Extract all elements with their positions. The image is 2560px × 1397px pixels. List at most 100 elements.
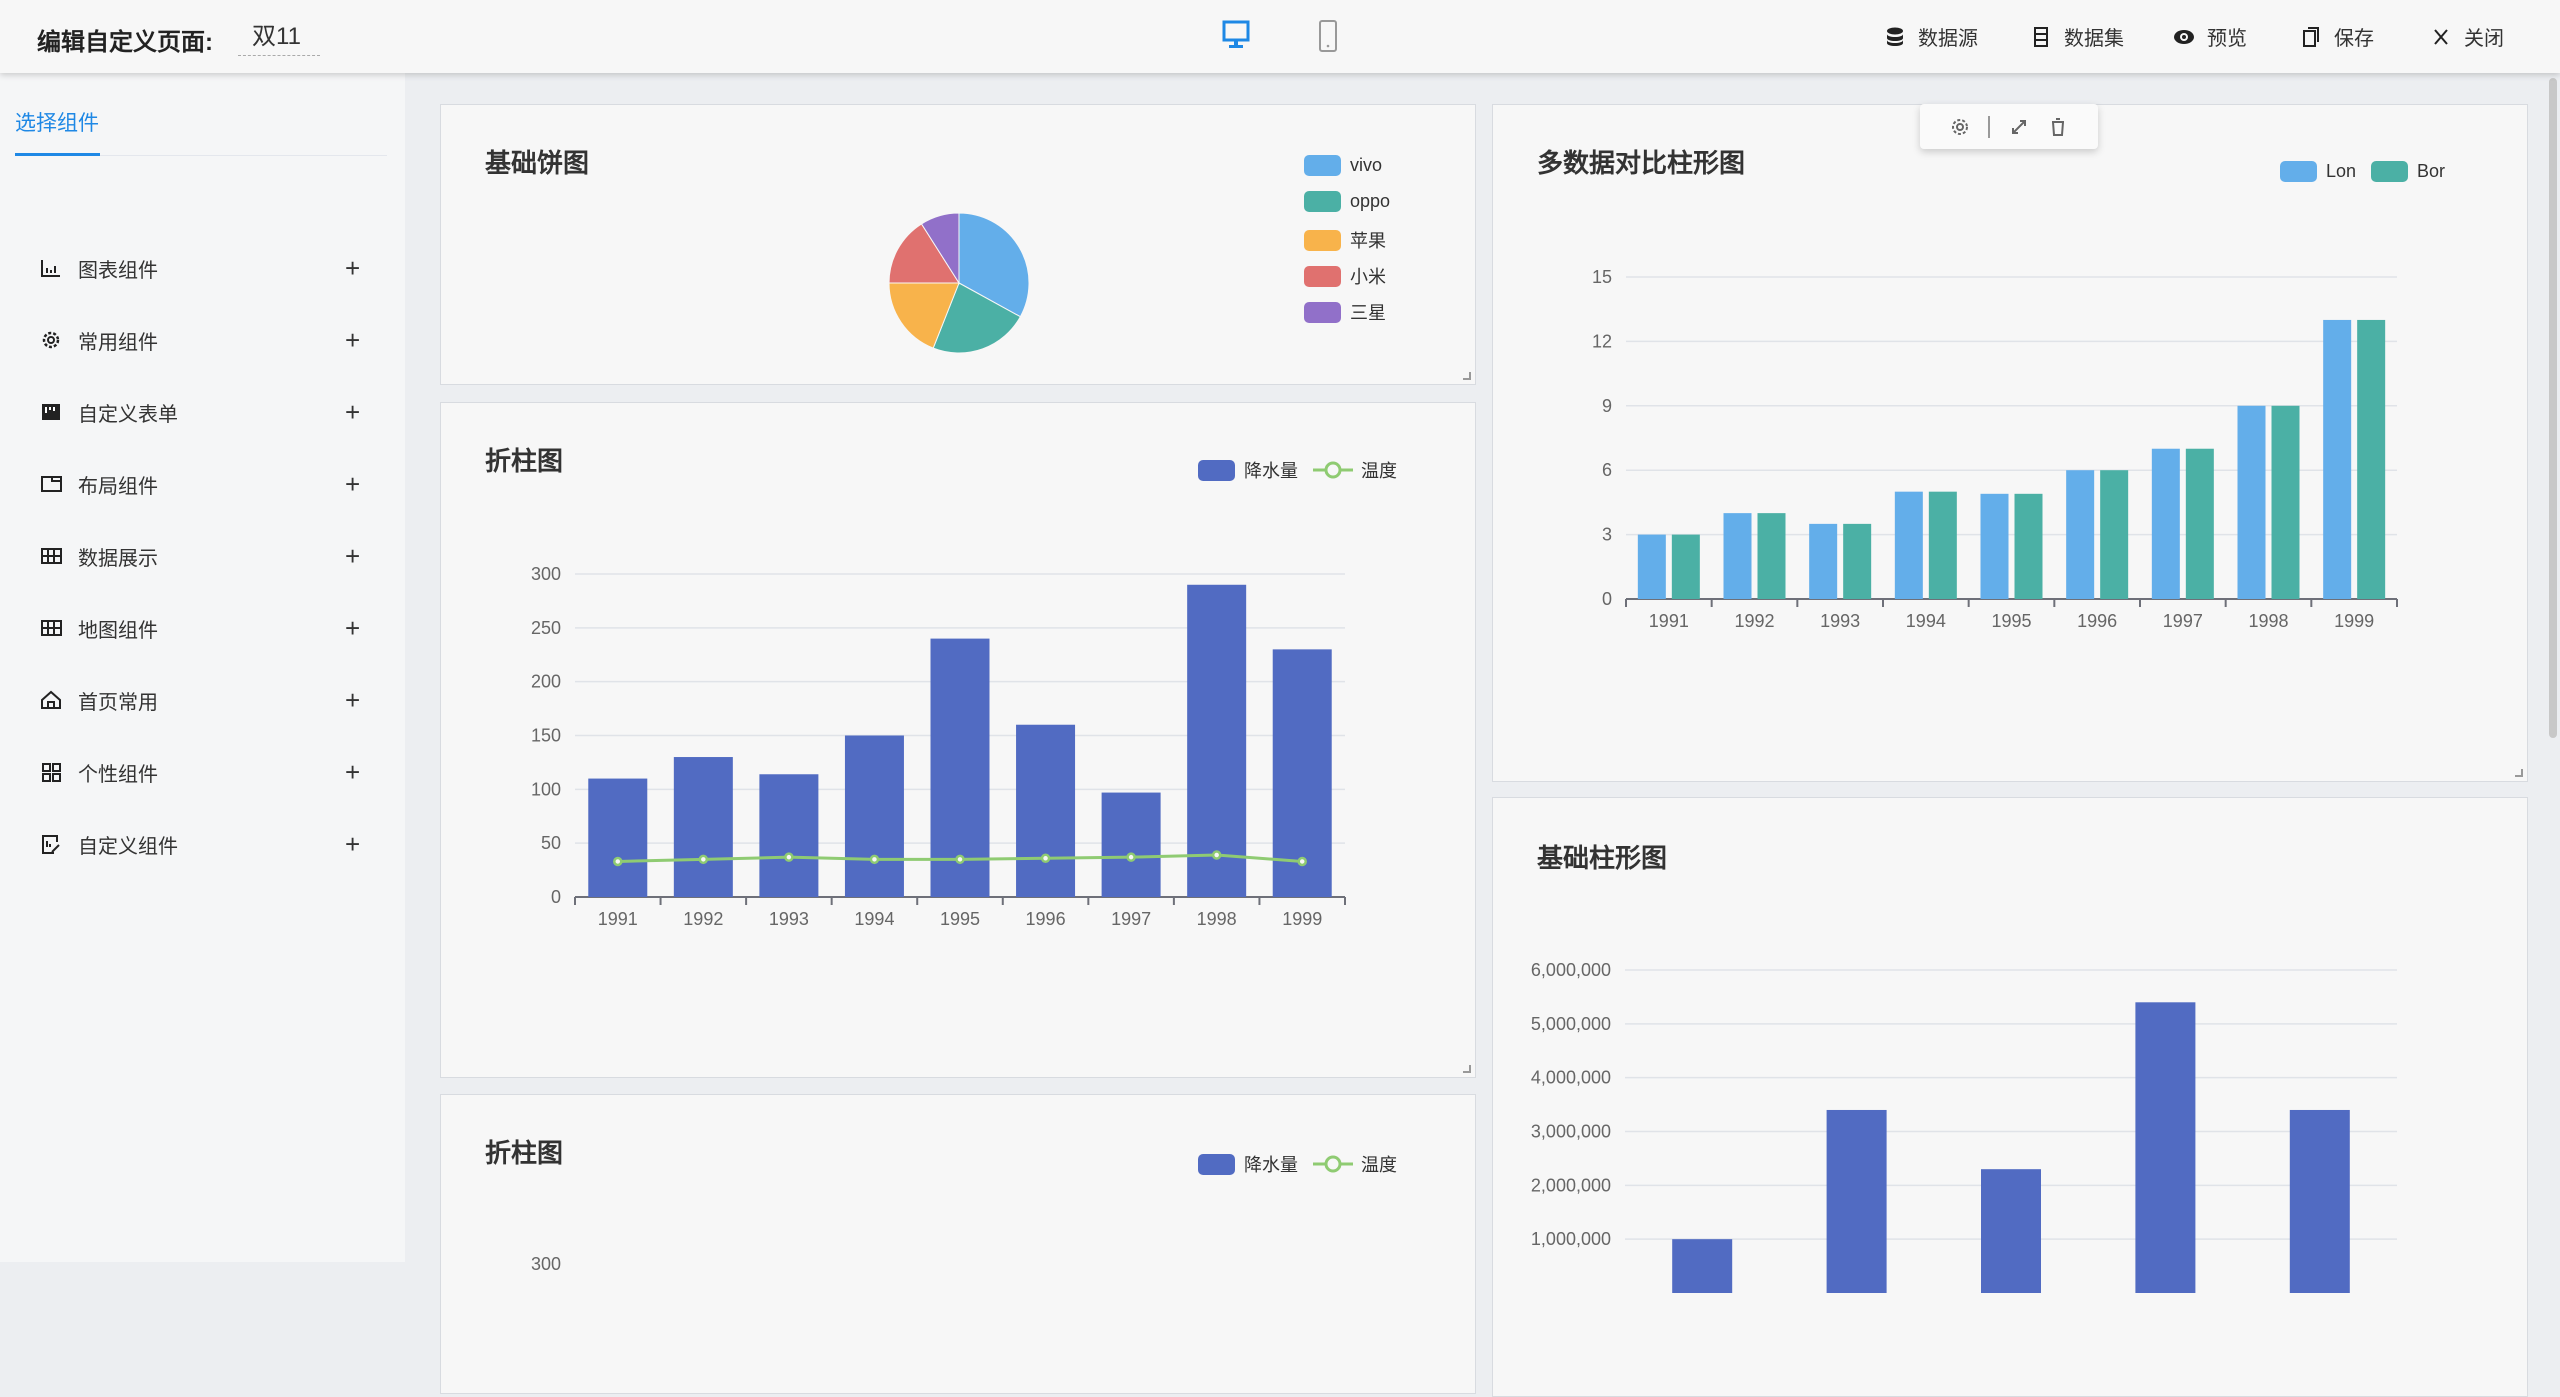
bar-lon xyxy=(2066,470,2095,599)
card-toolbar xyxy=(1920,104,2098,149)
plus-icon[interactable]: + xyxy=(345,252,361,283)
card-title: 折柱图 xyxy=(485,1138,564,1168)
preview-button[interactable]: 预览 xyxy=(2173,22,2247,51)
expand-icon[interactable] xyxy=(2008,116,2030,138)
table-icon xyxy=(41,548,62,564)
basic-bar-chart-card[interactable]: 基础柱形图 1,000,000 2,000,000 3,000,000 4,000,0… xyxy=(1492,797,2528,1397)
legend-item[interactable]: vivo xyxy=(1304,155,1382,176)
bar-bor xyxy=(1843,523,1872,599)
bar-lon xyxy=(2237,405,2266,599)
save-button[interactable]: 保存 xyxy=(2300,22,2374,51)
multi-bar-chart-card[interactable]: 多数据对比柱形图 Lon Bor 0 3 6 9 12 15 1991 1992 1993 199… xyxy=(1492,104,2528,782)
bar xyxy=(844,735,904,897)
x-tick-label: 1992 xyxy=(683,909,723,929)
legend-label: Bor xyxy=(2417,161,2446,181)
legend-swatch xyxy=(2280,161,2317,182)
x-tick-label: 1996 xyxy=(2077,611,2117,631)
legend-bor[interactable]: Bor xyxy=(2371,161,2445,182)
legend-line[interactable]: 温度 xyxy=(1313,1151,1397,1177)
plus-icon[interactable]: + xyxy=(345,324,361,355)
y-tick-label: 1,000,000 xyxy=(1531,1229,1611,1249)
sidebar-item[interactable]: 自定义组件 + xyxy=(0,819,405,869)
legend-item[interactable]: 小米 xyxy=(1304,263,1386,289)
sidebar-item[interactable]: 数据展示 + xyxy=(0,531,405,581)
legend-label: oppo xyxy=(1350,191,1391,211)
card-title: 基础饼图 xyxy=(485,148,590,178)
bar-lon xyxy=(1894,491,1923,599)
page-title: 编辑自定义页面: xyxy=(37,29,213,56)
sidebar-item[interactable]: 地图组件 + xyxy=(0,603,405,653)
sidebar-item[interactable]: 首页常用 + xyxy=(0,675,405,725)
tab-select-component[interactable]: 选择组件 xyxy=(15,112,99,135)
resize-handle[interactable] xyxy=(1463,372,1471,380)
close-button[interactable]: 关闭 xyxy=(2430,22,2504,51)
card-title: 基础柱形图 xyxy=(1537,843,1668,873)
sidebar-item[interactable]: 布局组件 + xyxy=(0,459,405,509)
x-tick-label: 1993 xyxy=(1820,611,1860,631)
plus-icon[interactable]: + xyxy=(345,612,361,643)
pie-slice xyxy=(888,223,960,284)
pie-chart-card[interactable]: 基础饼图 vivo oppo 苹果小米三星 xyxy=(440,104,1476,385)
legend-label: 小米 xyxy=(1350,267,1386,287)
sidebar-item-label: 地图组件 xyxy=(78,619,158,642)
x-tick-label: 1997 xyxy=(1111,909,1151,929)
sidebar-item[interactable]: 常用组件 + xyxy=(0,315,405,365)
legend-lon[interactable]: Lon xyxy=(2280,161,2356,182)
x-tick-label: 1998 xyxy=(2248,611,2288,631)
page-name-input[interactable]: 双11 xyxy=(238,20,320,56)
sidebar-item[interactable]: 自定义表单 + xyxy=(0,387,405,437)
bar xyxy=(2135,1002,2196,1293)
legend-item[interactable]: oppo xyxy=(1304,191,1390,212)
y-tick-label: 0 xyxy=(1602,589,1612,609)
line-bar-chart-card-2[interactable]: 折柱图 降水量 温度 300 xyxy=(440,1094,1476,1394)
resize-handle[interactable] xyxy=(1463,1065,1471,1073)
plus-icon[interactable]: + xyxy=(345,396,361,427)
x-tick-label: 1995 xyxy=(940,909,980,929)
bar-lon xyxy=(1637,534,1666,599)
line-point xyxy=(1040,853,1051,863)
mobile-icon[interactable] xyxy=(1318,20,1338,57)
sidebar-item[interactable]: 图表组件 + xyxy=(0,243,405,293)
scrollbar[interactable] xyxy=(2549,78,2557,738)
legend-label: 温度 xyxy=(1361,461,1397,481)
legend-bar[interactable]: 降水量 xyxy=(1198,457,1298,483)
plus-icon[interactable]: + xyxy=(345,468,361,499)
dataset-button[interactable]: 数据集 xyxy=(2030,22,2124,51)
bar xyxy=(588,778,648,897)
legend-bar[interactable]: 降水量 xyxy=(1198,1151,1298,1177)
y-tick-label: 9 xyxy=(1602,396,1612,416)
legend-swatch xyxy=(1198,1153,1235,1175)
legend-line[interactable]: 温度 xyxy=(1313,457,1397,483)
gear-icon xyxy=(42,331,60,349)
bar xyxy=(2289,1109,2350,1293)
y-tick-label: 5,000,000 xyxy=(1531,1014,1611,1034)
settings-icon[interactable] xyxy=(1949,116,1971,138)
action-label: 预览 xyxy=(2207,28,2247,50)
sidebar-item[interactable]: 个性组件 + xyxy=(0,747,405,797)
tab-divider xyxy=(15,155,387,156)
legend-item[interactable]: 三星 xyxy=(1304,299,1386,325)
y-tick-label: 50 xyxy=(541,833,561,853)
legend-item[interactable]: 苹果 xyxy=(1304,227,1386,253)
component-sidebar: 选择组件 图表组件 + 常用组件 + 自定义表单 + 布局组件 + 数据展示 + 地图组件 + 首页常用… xyxy=(0,73,405,1262)
plus-icon[interactable]: + xyxy=(345,756,361,787)
plus-icon[interactable]: + xyxy=(345,540,361,571)
x-tick-label: 1999 xyxy=(1282,909,1322,929)
resize-handle[interactable] xyxy=(2515,769,2523,777)
desktop-icon[interactable] xyxy=(1222,20,1250,55)
bar-lon xyxy=(1723,513,1752,599)
line-bar-chart-card[interactable]: 折柱图 降水量 温度 0 50 100 150 200 250 300 1991 1992 199… xyxy=(440,402,1476,1078)
datasource-button[interactable]: 数据源 xyxy=(1884,22,1978,51)
delete-icon[interactable] xyxy=(2047,116,2069,138)
bar-lon xyxy=(2151,448,2180,599)
bar-lon xyxy=(1809,523,1838,599)
tab-active-indicator xyxy=(15,153,100,156)
bar xyxy=(759,774,819,897)
bar-bor xyxy=(2100,470,2129,599)
legend-label: vivo xyxy=(1350,155,1383,175)
plus-icon[interactable]: + xyxy=(345,684,361,715)
close-icon xyxy=(2434,28,2448,45)
edit-icon xyxy=(42,835,60,854)
plus-icon[interactable]: + xyxy=(345,828,361,859)
copy-icon xyxy=(2303,26,2319,47)
